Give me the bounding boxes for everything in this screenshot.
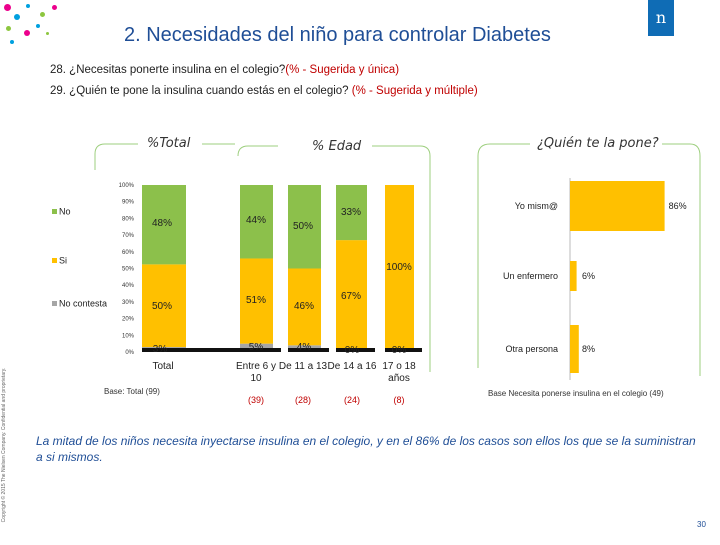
header-quien: ¿Quién te la pone? [537,136,659,151]
bar-segment [240,343,273,352]
nielsen-logo: n [648,0,674,36]
data-label: 4% [297,342,312,353]
base-count: (39) [248,395,264,405]
data-label: 67% [341,291,361,302]
data-label: 0% [392,345,407,356]
page-number: 30 [697,520,706,529]
data-label: 0% [345,345,360,356]
bar-base-strip [142,348,276,352]
bar-segment [142,264,186,348]
legend-swatch [52,209,57,214]
hbar-value-label: 8% [582,344,595,354]
question-28: 28. ¿Necesitas ponerte insulina en el co… [50,64,399,76]
data-label: 48% [152,218,172,229]
hbar-value-label: 6% [582,271,595,281]
base-quien-note: Base Necesita ponerse insulina en el col… [488,389,664,398]
hbar-value-label: 86% [669,201,687,211]
legend-swatch [52,301,57,306]
data-label: 5% [249,342,264,353]
y-tick-label: 50% [122,267,135,273]
copyright-notice: Copyright © 2015 The Nielsen Company. Co… [1,367,7,523]
legend-label: No contesta [59,299,107,309]
header-edad: % Edad [312,139,362,154]
y-tick-label: 10% [122,333,135,339]
question-29-qualifier: (% - Sugerida y múltiple) [351,85,478,97]
base-count: (8) [394,395,405,405]
hbar-category-label: Otra persona [505,344,558,354]
footer-conclusion: La mitad de los niños necesita inyectars… [36,434,696,464]
category-label: Entre 6 y [236,361,276,372]
bar-segment [336,185,367,241]
bar-base-strip [288,348,329,352]
category-label: Total [152,361,173,372]
hbar-category-label: Yo mism@ [515,201,558,211]
bar-segment [288,268,321,346]
category-label: 17 o 18 [382,361,416,372]
y-tick-label: 100% [119,183,135,189]
question-29-text: 29. ¿Quién te pone la insulina cuando es… [50,85,352,97]
y-tick-label: 70% [122,233,135,239]
data-label: 50% [293,221,313,232]
hbar-category-label: Un enfermero [503,271,558,281]
bar-segment [240,185,273,259]
y-tick-label: 90% [122,200,135,206]
legend-label: No [59,207,71,217]
data-label: 100% [386,262,412,273]
hbar [570,261,577,291]
y-tick-label: 0% [125,350,134,356]
category-label: 10 [250,373,262,384]
stacked-bar-chart: 100%90%80%70%60%50%40%30%20%10%0%NoSiNo … [52,183,422,405]
data-label: 3% [153,344,168,355]
y-tick-label: 30% [122,300,135,306]
base-total-note: Base: Total (99) [104,387,160,396]
category-label: De 14 a 16 [328,361,377,372]
data-label: 33% [341,207,361,218]
hbar [570,181,665,231]
data-label: 51% [246,295,266,306]
bar-segment [142,185,186,265]
y-tick-label: 80% [122,216,135,222]
bar-base-strip [336,348,375,352]
legend-label: Si [59,256,67,266]
header-total: %Total [147,136,191,151]
base-count: (24) [344,395,360,405]
question-28-qualifier: (% - Sugerida y única) [285,64,400,76]
bar-segment [385,185,414,352]
bar-segment [288,185,321,269]
data-label: 44% [246,215,266,226]
bar-segment [240,258,273,344]
hbar [570,325,579,373]
category-label: años [388,373,410,384]
bar-base-strip [240,348,281,352]
data-label: 50% [152,301,172,312]
question-29: 29. ¿Quién te pone la insulina cuando es… [50,85,478,97]
y-tick-label: 20% [122,317,135,323]
horizontal-bar-chart: Yo mism@ 86% Un enfermero 6% Otra persona 8% [503,178,687,380]
data-label: 46% [294,301,314,312]
y-tick-label: 60% [122,250,135,256]
bar-segment [336,240,367,352]
question-28-text: 28. ¿Necesitas ponerte insulina en el co… [50,64,286,76]
y-tick-label: 40% [122,283,135,289]
page-title: 2. Necesidades del niño para controlar D… [124,24,551,46]
base-count: (28) [295,395,311,405]
category-label: De 11 a 13 [279,361,328,372]
bar-base-strip [385,348,422,352]
legend-swatch [52,258,57,263]
